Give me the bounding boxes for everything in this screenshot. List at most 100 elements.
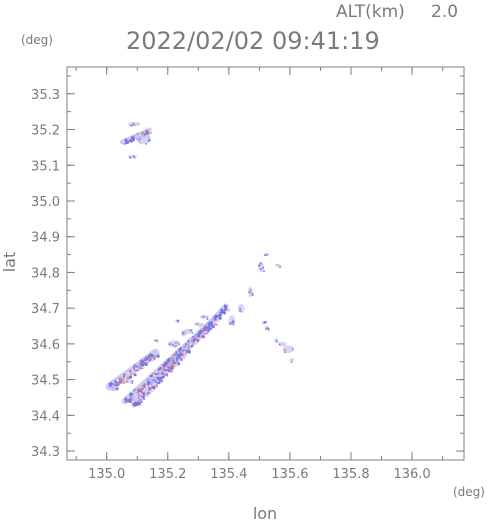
echo-speck <box>126 380 128 383</box>
y-tick-label: 34.8 <box>31 266 60 281</box>
echo-cell <box>147 376 158 383</box>
echo-speck <box>175 345 177 347</box>
echo-speck <box>128 375 131 379</box>
echo-cell <box>257 261 264 273</box>
echo-speck <box>156 384 158 388</box>
echo-speck <box>150 375 152 378</box>
echo-speck <box>154 339 156 342</box>
echo-speck <box>157 372 161 375</box>
altitude-value: 2.0 <box>431 2 458 22</box>
echo-speck <box>117 378 120 382</box>
echo-speck <box>147 379 149 382</box>
echo-speck <box>131 382 133 384</box>
echo-speck <box>168 370 171 373</box>
y-tick-label: 34.7 <box>31 302 60 317</box>
echo-speck <box>188 329 191 332</box>
echo-speck <box>194 338 198 341</box>
echo-speck <box>207 328 211 330</box>
echo-speck <box>157 377 160 380</box>
echo-speck <box>133 157 136 159</box>
echo-speck <box>174 361 177 364</box>
echo-speck <box>166 359 169 362</box>
echo-speck <box>177 319 180 322</box>
echo-cell <box>193 322 203 327</box>
echo-speck <box>283 345 285 347</box>
echo-speck <box>140 398 144 402</box>
echo-speck <box>197 333 200 336</box>
echo-speck <box>147 383 150 387</box>
echo-speck <box>156 341 159 343</box>
echo-speck <box>265 321 267 323</box>
echo-speck <box>149 356 153 360</box>
echo-speck <box>198 336 201 339</box>
echo-speck <box>278 266 281 269</box>
echo-speck <box>239 310 241 312</box>
echo-speck <box>162 378 165 381</box>
x-axis-unit: (deg) <box>453 485 485 499</box>
echo-cell <box>123 379 133 384</box>
echo-speck <box>129 392 132 396</box>
echo-speck <box>232 320 235 323</box>
echo-speck <box>206 316 209 318</box>
echo-speck <box>146 393 149 396</box>
echo-speck <box>163 369 166 372</box>
echo-speck <box>204 331 207 334</box>
echo-speck <box>148 387 151 391</box>
echo-speck <box>260 268 262 270</box>
echo-speck <box>135 135 138 138</box>
echo-speck <box>133 403 136 407</box>
echo-speck <box>210 321 213 325</box>
echo-speck <box>148 138 151 141</box>
y-tick-label: 34.6 <box>31 338 60 353</box>
echo-speck <box>259 264 262 266</box>
echo-speck <box>119 381 123 384</box>
echo-speck <box>164 361 168 364</box>
echo-speck <box>232 320 234 322</box>
echo-speck <box>129 396 132 400</box>
echo-speck <box>178 358 181 362</box>
echo-speck <box>145 363 148 366</box>
echo-speck <box>116 387 119 389</box>
echo-speck <box>168 365 171 368</box>
echo-speck <box>264 321 266 323</box>
echo-speck <box>287 348 290 351</box>
echo-speck <box>110 381 113 384</box>
echo-speck <box>225 309 228 311</box>
echo-speck <box>166 360 169 364</box>
echo-speck <box>279 265 282 268</box>
echo-speck <box>156 381 159 385</box>
echo-speck <box>264 254 266 257</box>
echo-speck <box>178 353 181 356</box>
echo-speck <box>206 318 209 321</box>
y-tick-label: 35.3 <box>31 88 60 103</box>
echo-speck <box>167 358 170 361</box>
echo-speck <box>155 380 157 383</box>
echo-speck <box>113 388 116 391</box>
echo-speck <box>213 318 217 321</box>
y-tick-label: 34.3 <box>31 445 60 460</box>
x-tick-label: 135.2 <box>149 467 186 482</box>
echo-speck <box>263 270 265 272</box>
echo-speck <box>133 123 136 126</box>
echo-speck <box>250 289 252 291</box>
echo-speck <box>145 137 147 140</box>
echo-speck <box>158 368 161 371</box>
echo-speck <box>132 123 135 125</box>
echo-speck <box>243 308 245 310</box>
echo-speck <box>223 310 226 313</box>
echo-speck <box>156 377 160 379</box>
echo-speck <box>138 141 141 144</box>
echo-speck <box>126 377 129 380</box>
echo-speck <box>137 133 140 136</box>
echo-speck <box>224 307 228 310</box>
echo-speck <box>168 364 171 367</box>
echo-speck <box>163 366 165 369</box>
echo-speck <box>184 354 187 357</box>
echo-speck <box>135 401 138 404</box>
echo-speck <box>183 351 186 354</box>
echo-speck <box>204 328 207 331</box>
echo-speck <box>151 386 155 389</box>
echo-speck <box>202 330 205 333</box>
echo-speck <box>152 385 156 389</box>
